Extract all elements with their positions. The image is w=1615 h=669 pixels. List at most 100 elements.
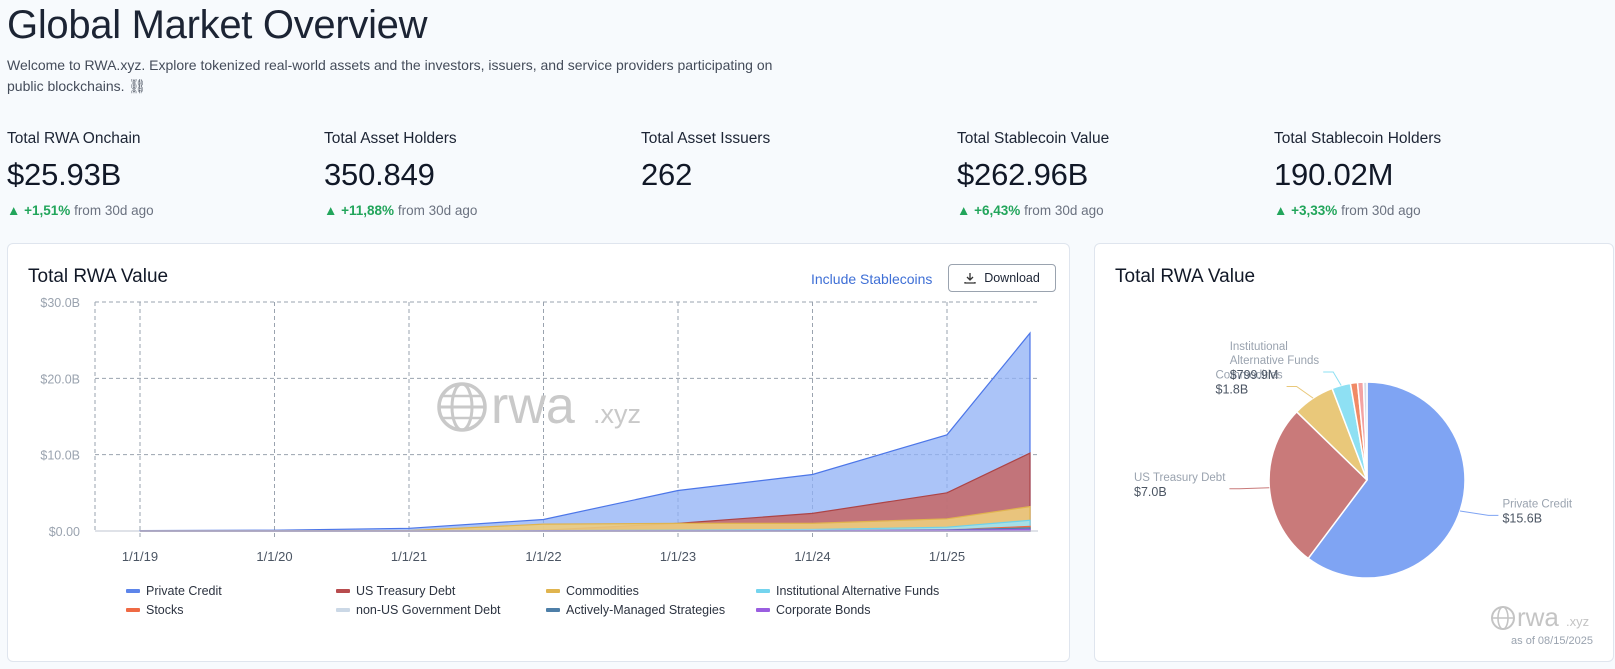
stats-row: Total RWA Onchain $25.93B ▲ +1,51% from … [7,130,1607,220]
pie-leader-line [1229,487,1270,490]
triangle-up-icon: ▲ [324,203,342,218]
legend-label: Actively-Managed Strategies [566,603,726,617]
pie-leader-line [1459,510,1499,516]
stat-asset-issuers: Total Asset Issuers 262 [641,130,951,193]
stat-change: ▲ +1,51% from 30d ago [7,203,317,218]
legend-item-stocks[interactable]: Stocks [126,603,184,617]
area-axes: $0.00 $10.0B $20.0B $30.0B 1/1/19 1/1/20 1/1/2… [40,296,1038,564]
include-stablecoins-toggle[interactable]: Include Stablecoins [811,271,933,287]
stat-stablecoin-holders: Total Stablecoin Holders 190.02M ▲ +3,33… [1274,130,1584,218]
legend-label: Private Credit [146,584,222,598]
x-tick-label: 1/1/21 [391,549,427,564]
pie-watermark: rwa .xyz [1491,602,1589,632]
pie-label-value: $1.8B [1216,382,1249,396]
stat-stablecoin-value: Total Stablecoin Value $262.96B ▲ +6,43%… [957,130,1267,218]
stat-asset-holders: Total Asset Holders 350.849 ▲ +11,88% fr… [324,130,634,218]
pie-label-value: $7.0B [1134,485,1167,499]
pie-label-value: $15.6B [1502,511,1542,525]
legend-swatch [546,608,560,612]
pie-label-name: Institutional [1230,341,1288,353]
watermark-text: rwa [1517,602,1559,632]
change-suffix: from 30d ago [397,203,478,218]
pie-labels: Private Credit$15.6B US Treasury Debt$7.0… [1134,341,1573,525]
stat-label: Total Asset Holders [324,130,457,147]
legend-label: non-US Government Debt [356,603,501,617]
legend-swatch [126,608,140,612]
stat-value: 190.02M [1274,157,1394,192]
legend-item-commodities[interactable]: Commodities [546,584,639,598]
y-tick-label: $20.0B [40,372,80,386]
change-percent: +11,88% [341,203,395,218]
legend-label: Corporate Bonds [776,603,871,617]
legend-label: Commodities [566,584,639,598]
x-tick-label: 1/1/20 [256,549,292,564]
legend-item-inst-alt-funds[interactable]: Institutional Alternative Funds [756,584,939,598]
x-tick-label: 1/1/19 [122,549,158,564]
y-tick-label: $30.0B [40,296,80,310]
legend-item-us-treasury-debt[interactable]: US Treasury Debt [336,584,455,598]
download-label: Download [984,271,1040,285]
stat-label: Total RWA Onchain [7,130,141,147]
legend-item-private-credit[interactable]: Private Credit [126,584,222,598]
legend-label: US Treasury Debt [356,584,456,598]
pie-label-name: US Treasury Debt [1134,472,1226,484]
y-tick-label: $0.00 [49,525,80,539]
x-tick-label: 1/1/25 [929,549,965,564]
change-percent: +3,33% [1291,203,1338,218]
legend-label: Institutional Alternative Funds [776,584,940,598]
stat-value: $262.96B [957,157,1089,192]
triangle-up-icon: ▲ [957,203,975,218]
pie-slice-1 [1268,410,1368,560]
x-tick-label: 1/1/24 [794,549,830,564]
y-tick-label: $10.0B [40,449,80,463]
globe-icon [1491,606,1515,630]
pie-label-value: $799.9M [1230,368,1279,382]
watermark-suffix: .xyz [593,399,641,429]
pie-slice-6 [1362,381,1368,481]
area-series-0 [139,331,1031,532]
pie-leader-line [1323,371,1342,386]
pie-chart-title: Total RWA Value [1115,266,1256,287]
legend-swatch [126,589,140,593]
legend-swatch [756,589,770,593]
download-button[interactable]: Download [948,264,1056,292]
as-of-date: as of 08/15/2025 [1511,635,1593,647]
legend-item-corporate-bonds[interactable]: Corporate Bonds [756,603,871,617]
x-tick-label: 1/1/22 [525,549,561,564]
watermark-suffix: .xyz [1566,614,1589,629]
stat-value: 350.849 [324,157,435,192]
pie-label-name: Commodities [1216,369,1283,381]
stat-value: $25.93B [7,157,122,192]
area-chart-title: Total RWA Value [28,266,169,287]
change-suffix: from 30d ago [74,203,154,218]
stat-label: Total Stablecoin Value [957,130,1110,147]
x-tick-label: 1/1/23 [660,549,696,564]
globe-icon [437,382,487,432]
change-suffix: from 30d ago [1024,203,1104,218]
change-suffix: from 30d ago [1341,203,1421,218]
pie-slices [1268,381,1466,579]
stat-change: ▲ +11,88% from 30d ago [324,203,634,218]
stat-change: ▲ +6,43% from 30d ago [957,203,1267,218]
stat-value: 262 [641,157,693,192]
pie-leader-line [1286,386,1314,399]
intro-text: Welcome to RWA.xyz. Explore tokenized re… [7,57,773,94]
download-icon [964,273,976,284]
watermark-text: rwa [491,377,575,435]
pie-slice-0 [1307,381,1466,579]
triangle-up-icon: ▲ [1274,203,1292,218]
legend-swatch [336,589,350,593]
pie-label-name: Private Credit [1502,498,1572,510]
legend-swatch [756,608,770,612]
legend-swatch [336,608,350,612]
page-title: Global Market Overview [7,3,428,47]
change-percent: +6,43% [974,203,1021,218]
change-percent: +1,51% [24,203,71,218]
legend-item-non-us-gov-debt[interactable]: non-US Government Debt [336,603,501,617]
legend-item-active-strategies[interactable]: Actively-Managed Strategies [546,603,725,617]
stat-label: Total Asset Issuers [641,130,771,147]
stat-label: Total Stablecoin Holders [1274,130,1442,147]
legend-swatch [546,589,560,593]
